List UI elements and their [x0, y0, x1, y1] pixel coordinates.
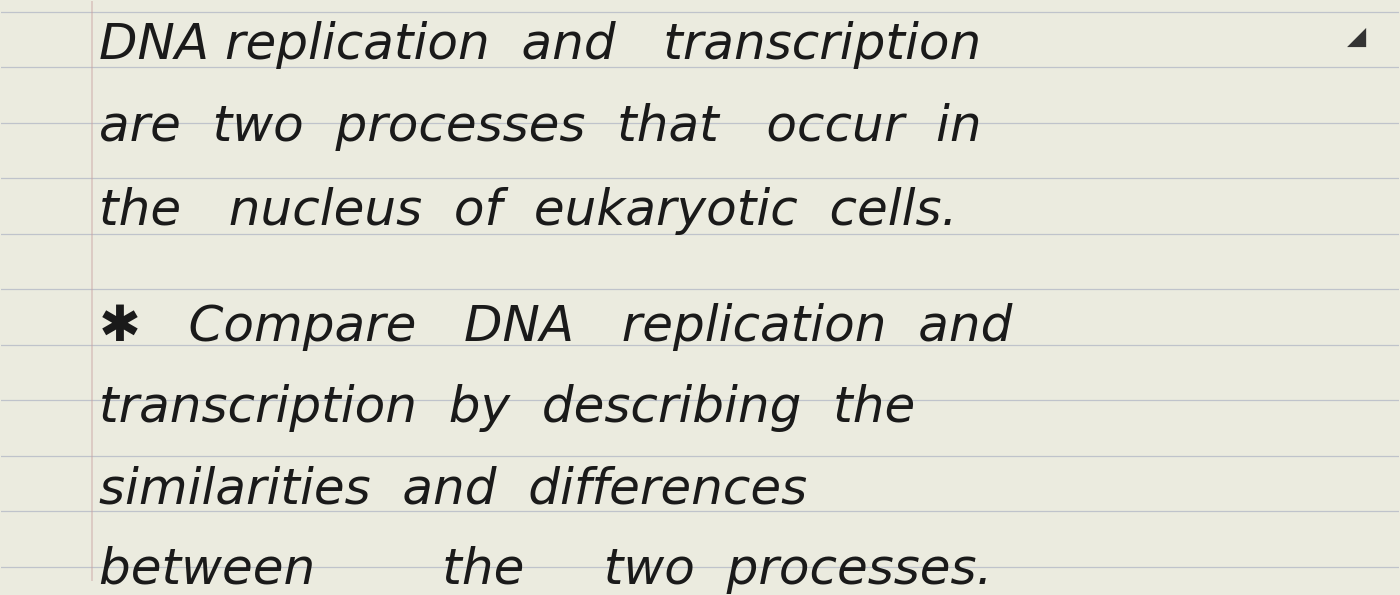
Text: between        the     two  processes.: between the two processes.	[99, 546, 993, 594]
Text: similarities  and  differences: similarities and differences	[99, 465, 808, 513]
Text: DNA replication  and   transcription: DNA replication and transcription	[99, 21, 981, 70]
Text: ✱   Compare   DNA   replication  and: ✱ Compare DNA replication and	[99, 303, 1012, 350]
Text: ◢: ◢	[1347, 24, 1366, 49]
Text: the   nucleus  of  eukaryotic  cells.: the nucleus of eukaryotic cells.	[99, 187, 958, 234]
Text: transcription  by  describing  the: transcription by describing the	[99, 384, 916, 432]
Text: are  two  processes  that   occur  in: are two processes that occur in	[99, 102, 981, 151]
